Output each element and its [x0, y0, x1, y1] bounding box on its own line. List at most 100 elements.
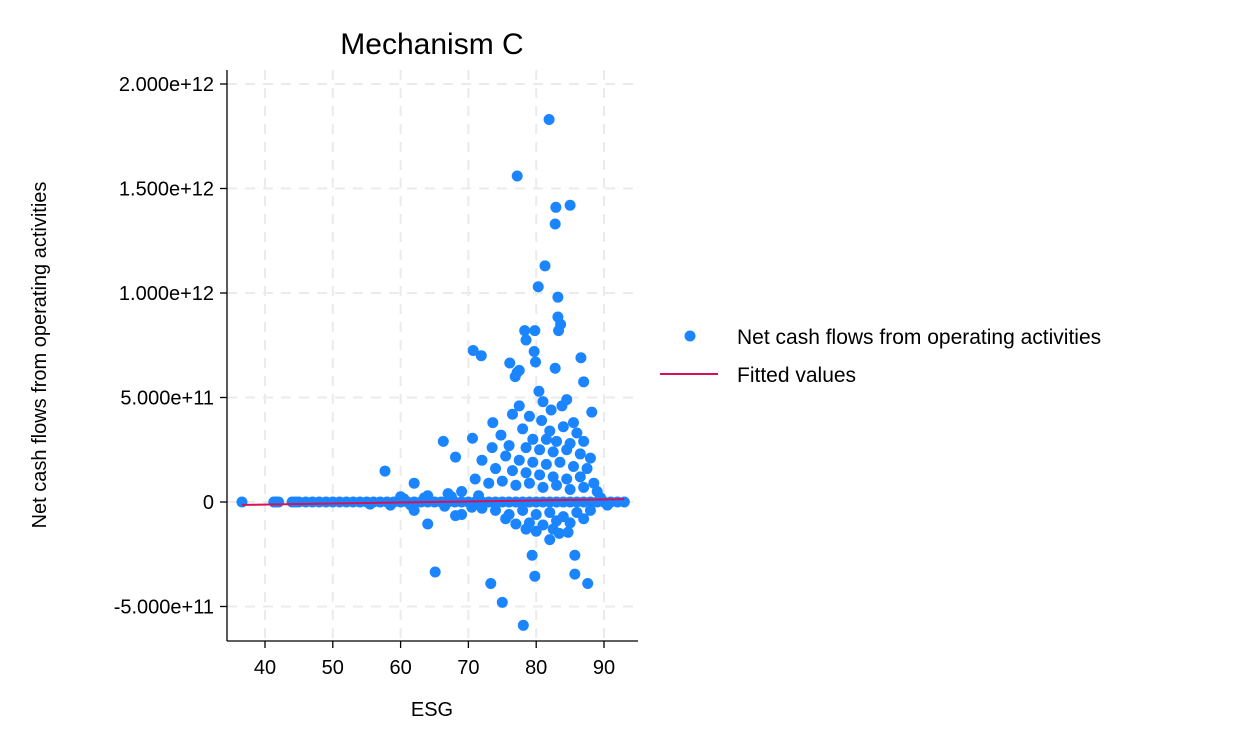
- data-point: [554, 456, 566, 468]
- data-point: [526, 549, 538, 561]
- data-point: [408, 477, 420, 489]
- data-point: [530, 356, 542, 368]
- data-point: [584, 504, 596, 516]
- data-point: [550, 201, 562, 213]
- data-point: [529, 325, 541, 337]
- data-point: [519, 325, 531, 337]
- data-point: [586, 406, 598, 418]
- x-tick-label: 50: [322, 657, 344, 679]
- data-point: [437, 435, 449, 447]
- data-point: [466, 501, 478, 513]
- data-point: [475, 350, 487, 362]
- data-point: [537, 396, 549, 408]
- data-point: [534, 469, 546, 481]
- x-tick-label: 60: [389, 657, 411, 679]
- fitted-line-group: [241, 498, 625, 506]
- data-point: [466, 432, 478, 444]
- data-point: [551, 479, 563, 491]
- data-point: [273, 496, 285, 508]
- y-tick-label: 0: [203, 492, 214, 514]
- data-point: [578, 513, 590, 525]
- data-point: [384, 499, 396, 511]
- x-tick-label: 80: [525, 657, 547, 679]
- data-point: [456, 486, 468, 498]
- data-point: [557, 421, 569, 433]
- data-point: [562, 526, 574, 538]
- data-point: [575, 352, 587, 364]
- y-tick-label: 5.000e+11: [120, 388, 214, 410]
- data-point: [564, 483, 576, 495]
- y-tick-label: -5.000e+11: [114, 597, 214, 619]
- data-point: [513, 400, 525, 412]
- data-point: [429, 566, 441, 578]
- legend: Net cash flows from operating activities…: [660, 326, 1101, 387]
- fitted-line: [241, 498, 625, 506]
- data-point: [561, 394, 573, 406]
- data-point: [578, 435, 590, 447]
- data-point: [571, 427, 583, 439]
- data-point: [578, 376, 590, 388]
- data-point: [520, 523, 532, 535]
- data-point: [553, 325, 565, 337]
- data-point: [545, 404, 557, 416]
- data-point: [500, 513, 512, 525]
- data-point: [564, 199, 576, 211]
- data-point: [506, 465, 518, 477]
- data-point: [520, 334, 532, 346]
- y-tick-label: 1.500e+12: [119, 179, 214, 201]
- data-point: [520, 467, 532, 479]
- data-point: [567, 460, 579, 472]
- axes: 40 50 60 70 80 90 -5.000e+11 0 5.000e+11 1.000e+1…: [114, 70, 638, 679]
- data-point: [551, 435, 563, 447]
- data-point: [588, 477, 600, 489]
- scatter-points: [236, 114, 630, 631]
- data-point: [569, 549, 581, 561]
- data-point: [504, 357, 516, 369]
- data-point: [450, 451, 462, 463]
- data-point: [544, 534, 556, 546]
- legend-scatter-marker: [684, 330, 696, 342]
- data-point: [496, 596, 508, 608]
- data-point: [544, 506, 556, 518]
- data-point: [456, 509, 468, 521]
- data-point: [500, 450, 512, 462]
- data-point: [486, 442, 498, 454]
- data-point: [527, 433, 539, 445]
- data-point: [564, 517, 576, 529]
- data-point: [532, 281, 544, 293]
- x-tick-label: 90: [593, 657, 615, 679]
- legend-scatter-label: Net cash flows from operating activities: [737, 326, 1101, 349]
- data-point: [553, 527, 565, 539]
- data-point: [530, 525, 542, 537]
- data-point: [490, 463, 502, 475]
- data-point: [567, 417, 579, 429]
- data-point: [523, 410, 535, 422]
- data-point: [581, 463, 593, 475]
- data-point: [534, 444, 546, 456]
- data-point: [510, 518, 522, 530]
- data-point: [511, 366, 523, 378]
- data-point: [547, 471, 559, 483]
- data-point: [540, 433, 552, 445]
- data-point: [539, 260, 551, 272]
- x-tick-label: 40: [254, 657, 276, 679]
- data-point: [549, 362, 561, 374]
- data-point: [544, 425, 556, 437]
- data-point: [584, 452, 596, 464]
- data-point: [520, 442, 532, 454]
- data-point: [364, 498, 376, 510]
- data-point: [547, 446, 559, 458]
- data-point: [561, 444, 573, 456]
- data-point: [540, 458, 552, 470]
- data-point: [379, 465, 391, 477]
- data-point: [476, 454, 488, 466]
- data-point: [595, 492, 607, 504]
- data-point: [517, 504, 529, 516]
- data-point: [490, 504, 502, 516]
- data-point: [469, 473, 481, 485]
- data-point: [439, 500, 451, 512]
- data-point: [549, 218, 561, 230]
- data-point: [503, 440, 515, 452]
- data-point: [528, 346, 540, 358]
- data-point: [510, 479, 522, 491]
